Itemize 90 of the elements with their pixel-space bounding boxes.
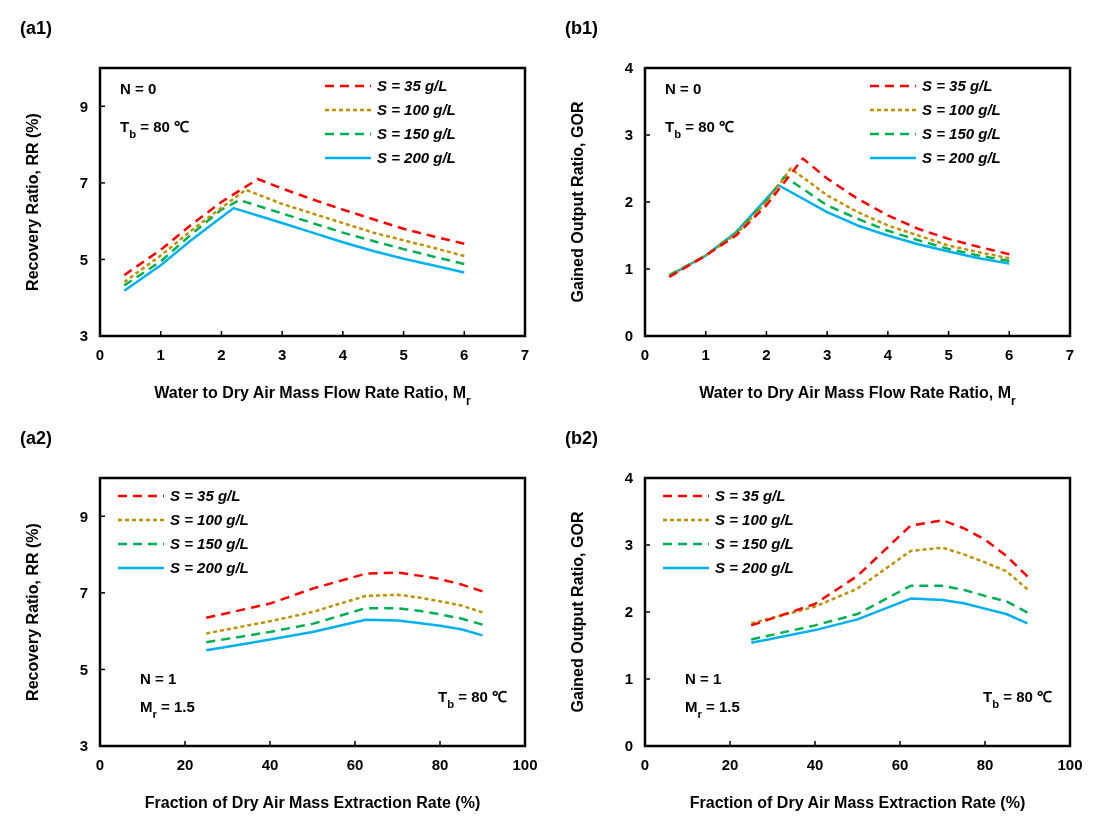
chart-title: (b2) <box>565 428 598 448</box>
y-axis-title: Recovery Ratio, RR (%) <box>24 523 41 701</box>
line-series <box>123 177 466 277</box>
x-axis-title: Water to Dry Air Mass Flow Rate Ratio, M$_{r}$ <box>154 384 472 408</box>
y-tick-label: 9 <box>79 97 88 115</box>
x-tick-label: 1 <box>701 346 710 363</box>
y-tick-label: 0 <box>624 327 633 345</box>
x-tick-label: 40 <box>806 756 824 773</box>
annotation: T$_{b}$ = 80 ℃ <box>983 688 1052 710</box>
legend-label: S = 35 g/L <box>715 487 786 505</box>
x-tick-label: 7 <box>520 346 530 363</box>
y-tick-label: 4 <box>624 469 634 487</box>
annotation: N = 0 <box>120 80 157 97</box>
chart-title: (a1) <box>20 18 53 38</box>
line-series <box>205 618 484 652</box>
legend-label: S = 100 g/L <box>170 511 249 529</box>
legend-label: S = 150 g/L <box>715 535 794 553</box>
y-tick-label: 3 <box>79 327 88 345</box>
y-tick-label: 4 <box>624 59 634 77</box>
y-tick-label: 5 <box>79 250 88 268</box>
annotation: N = 1 <box>140 670 177 687</box>
annotation: N = 1 <box>685 670 722 687</box>
annotation: M$_{r}$ = 1.5 <box>140 698 195 720</box>
annotation: N = 0 <box>665 80 702 97</box>
x-tick-label: 0 <box>95 756 105 773</box>
x-tick-label: 60 <box>346 756 364 773</box>
legend-label: S = 100 g/L <box>922 101 1001 119</box>
legend-label: S = 200 g/L <box>377 149 456 167</box>
legend-label: S = 200 g/L <box>922 149 1001 167</box>
y-axis-title: Recovery Ratio, RR (%) <box>24 113 41 291</box>
y-axis-title: Gained Output Ratio, GOR <box>569 101 586 303</box>
x-tick-label: 5 <box>944 346 953 363</box>
x-tick-label: 1 <box>156 346 165 363</box>
x-tick-label: 60 <box>891 756 909 773</box>
y-axis-title: Gained Output Ratio, GOR <box>569 511 586 713</box>
legend-label: S = 35 g/L <box>922 77 993 95</box>
x-tick-label: 5 <box>399 346 408 363</box>
chart-title: (a2) <box>20 428 53 448</box>
legend-label: S = 150 g/L <box>170 535 249 553</box>
x-tick-label: 4 <box>338 346 348 363</box>
line-series <box>750 584 1029 641</box>
x-tick-label: 20 <box>176 756 194 773</box>
legend-label: S = 200 g/L <box>715 559 794 577</box>
legend-label: S = 200 g/L <box>170 559 249 577</box>
x-tick-label: 3 <box>277 346 287 363</box>
x-tick-label: 7 <box>1065 346 1075 363</box>
line-series <box>205 593 484 635</box>
y-tick-label: 2 <box>624 603 633 621</box>
y-tick-label: 3 <box>624 536 633 554</box>
y-tick-label: 1 <box>624 670 633 688</box>
x-tick-label: 0 <box>95 346 105 363</box>
legend-label: S = 150 g/L <box>377 125 456 143</box>
x-axis-title: Water to Dry Air Mass Flow Rate Ratio, M$_{r}$ <box>699 384 1017 408</box>
x-tick-label: 3 <box>822 346 832 363</box>
y-tick-label: 7 <box>79 174 88 192</box>
legend-label: S = 100 g/L <box>715 511 794 529</box>
legend-label: S = 150 g/L <box>922 125 1001 143</box>
x-tick-label: 80 <box>976 756 994 773</box>
y-tick-label: 3 <box>624 126 633 144</box>
annotation: M$_{r}$ = 1.5 <box>685 698 740 720</box>
line-series <box>205 606 484 644</box>
x-tick-label: 100 <box>1057 756 1083 773</box>
x-tick-label: 2 <box>762 346 771 363</box>
x-tick-label: 0 <box>640 346 650 363</box>
y-tick-label: 5 <box>79 660 88 678</box>
legend-label: S = 35 g/L <box>377 77 448 95</box>
x-tick-label: 2 <box>217 346 226 363</box>
x-tick-label: 20 <box>721 756 739 773</box>
x-tick-label: 0 <box>640 756 650 773</box>
chart-title: (b1) <box>565 18 598 38</box>
annotation: T$_{b}$ = 80 ℃ <box>438 688 507 710</box>
x-axis-title: Fraction of Dry Air Mass Extraction Rate (%) <box>144 794 481 811</box>
annotation: T$_{b}$ = 80 ℃ <box>665 118 734 140</box>
line-series <box>750 597 1029 645</box>
y-tick-label: 1 <box>624 260 633 278</box>
x-tick-label: 40 <box>261 756 279 773</box>
x-tick-label: 4 <box>883 346 893 363</box>
y-tick-label: 7 <box>79 584 88 602</box>
y-tick-label: 2 <box>624 193 633 211</box>
y-tick-label: 9 <box>79 507 88 525</box>
x-tick-label: 6 <box>1005 346 1014 363</box>
x-tick-label: 6 <box>460 346 469 363</box>
y-tick-label: 3 <box>79 737 88 755</box>
legend-label: S = 100 g/L <box>377 101 456 119</box>
x-tick-label: 100 <box>512 756 538 773</box>
x-tick-label: 80 <box>431 756 449 773</box>
y-tick-label: 0 <box>624 737 633 755</box>
legend-label: S = 35 g/L <box>170 487 241 505</box>
annotation: T$_{b}$ = 80 ℃ <box>120 118 189 140</box>
x-axis-title: Fraction of Dry Air Mass Extraction Rate (%) <box>689 794 1026 811</box>
